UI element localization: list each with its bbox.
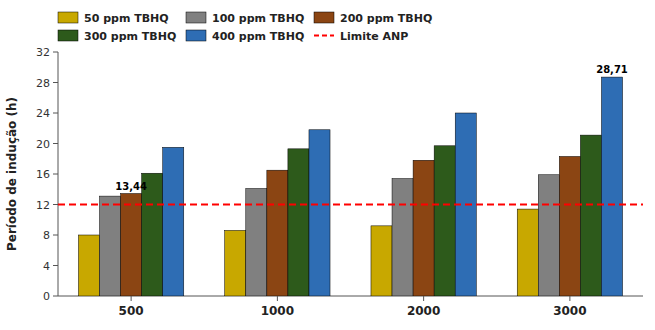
x-tick xyxy=(277,296,278,301)
y-tick xyxy=(53,296,58,297)
y-tick xyxy=(53,265,58,266)
legend-swatch xyxy=(186,30,206,41)
y-tick xyxy=(53,82,58,83)
y-tick xyxy=(53,235,58,236)
bar xyxy=(225,230,246,296)
chart: 0 4 8 12 16 20 24 28 32 Período de indução (h) 500… xyxy=(0,0,655,330)
y-tick xyxy=(53,52,58,53)
x-tick xyxy=(131,296,132,301)
y-tick-label: 8 xyxy=(43,229,50,242)
bar xyxy=(121,194,142,296)
legend-label: 400 ppm TBHQ xyxy=(212,30,304,43)
y-axis-label: Período de indução (h) xyxy=(5,97,19,251)
legend-swatch xyxy=(314,35,334,37)
legend: 50 ppm TBHQ 100 ppm TBHQ 200 ppm TBHQ 300 p… xyxy=(58,12,432,43)
y-axis: 0 4 8 12 16 20 24 28 32 xyxy=(36,46,58,303)
bar xyxy=(267,170,288,296)
legend-swatch xyxy=(58,12,78,23)
y-tick-label: 12 xyxy=(36,199,50,212)
bar xyxy=(517,209,538,296)
series xyxy=(142,135,602,296)
bar xyxy=(100,196,121,296)
bar xyxy=(371,226,392,296)
y-tick-label: 24 xyxy=(36,107,50,120)
x-tick-label: 1000 xyxy=(261,304,294,318)
y-tick xyxy=(53,174,58,175)
x-tick xyxy=(423,296,424,301)
x-tick-label: 500 xyxy=(119,304,144,318)
x-tick xyxy=(569,296,570,301)
legend-label: 50 ppm TBHQ xyxy=(84,12,169,25)
bar xyxy=(580,135,601,296)
bar xyxy=(163,147,184,296)
y-tick-label: 28 xyxy=(36,77,50,90)
bar xyxy=(538,175,559,296)
series xyxy=(121,156,581,296)
legend-label: 100 ppm TBHQ xyxy=(212,12,304,25)
series xyxy=(163,77,623,296)
legend-swatch xyxy=(314,12,334,23)
bar xyxy=(559,156,580,296)
y-tick xyxy=(53,143,58,144)
reference-line xyxy=(58,204,643,206)
x-tick-label: 3000 xyxy=(553,304,586,318)
legend-swatch xyxy=(186,12,206,23)
y-tick-label: 4 xyxy=(43,260,50,273)
legend-label: 300 ppm TBHQ xyxy=(84,30,176,43)
bar xyxy=(434,146,455,296)
y-axis-line xyxy=(58,52,59,296)
bar xyxy=(601,77,622,296)
data-label: 13,44 xyxy=(115,181,147,192)
y-tick-label: 32 xyxy=(36,46,50,59)
data-labels: 13,44 28,71 xyxy=(115,64,628,191)
plot-area xyxy=(58,77,643,296)
y-tick xyxy=(53,204,58,205)
bar xyxy=(392,179,413,296)
legend-label: 200 ppm TBHQ xyxy=(340,12,432,25)
x-axis: 500 1000 2000 3000 xyxy=(58,296,643,318)
bar xyxy=(413,160,434,296)
y-tick-label: 20 xyxy=(36,138,50,151)
y-tick-label: 16 xyxy=(36,168,50,181)
legend-label: Limite ANP xyxy=(340,30,408,43)
data-label: 28,71 xyxy=(596,64,628,75)
bar xyxy=(142,173,163,296)
bar xyxy=(78,235,99,296)
background xyxy=(0,0,655,330)
y-tick-label: 0 xyxy=(43,290,50,303)
x-tick-label: 2000 xyxy=(407,304,440,318)
bar xyxy=(309,130,330,296)
y-tick xyxy=(53,113,58,114)
bar xyxy=(288,149,309,296)
legend-swatch xyxy=(58,30,78,41)
